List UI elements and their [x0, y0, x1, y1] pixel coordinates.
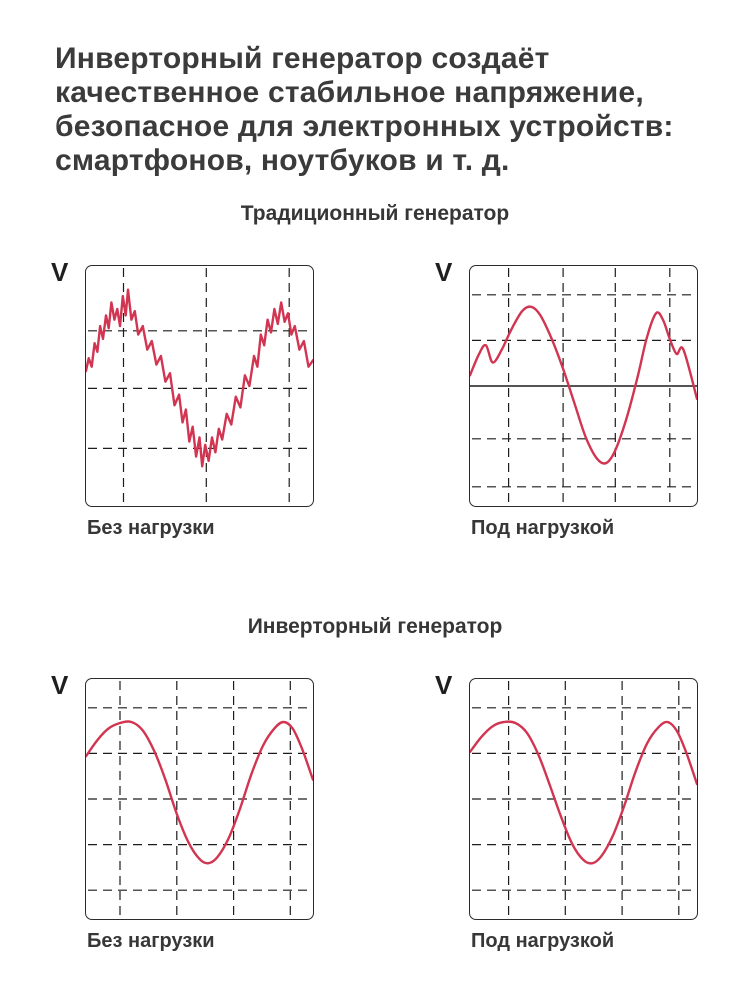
section-heading-inverter-generator: Инверторный генератор: [247, 615, 503, 638]
section-heading-traditional-generator: Традиционный генератор: [240, 202, 510, 225]
page-title-line-2: качественное стабильное напряжение,: [55, 76, 644, 109]
oscilloscope-inverter-no-load: [85, 678, 314, 920]
oscilloscope-traditional-under-load: [469, 265, 698, 507]
chart-traditional-under-load: V Под нагрузкой: [435, 257, 698, 539]
oscilloscope-inverter-under-load: [469, 678, 698, 920]
oscilloscope-traditional-no-load: [85, 265, 314, 507]
chart-caption-under-load: Под нагрузкой: [471, 517, 615, 539]
page-title-line-4: смартфонов, ноутбуков и т. д.: [55, 144, 510, 177]
chart-inverter-under-load: V Под нагрузкой: [435, 670, 698, 952]
chart-inverter-no-load: V Без нагрузки: [51, 670, 314, 952]
voltage-axis-label: V: [51, 670, 69, 700]
page-title-line-3: безопасное для электронных устройств:: [55, 110, 674, 143]
chart-caption-under-load: Под нагрузкой: [471, 930, 615, 952]
page-title-line-1: Инверторный генератор создаёт: [55, 42, 550, 75]
voltage-axis-label: V: [435, 257, 453, 287]
voltage-axis-label: V: [435, 670, 453, 700]
voltage-axis-label: V: [51, 257, 69, 287]
page-title: Инверторный генератор создаёт качественн…: [55, 42, 674, 178]
chart-traditional-no-load: V Без нагрузки: [51, 257, 314, 539]
chart-caption-no-load: Без нагрузки: [87, 930, 215, 952]
chart-caption-no-load: Без нагрузки: [87, 517, 215, 539]
